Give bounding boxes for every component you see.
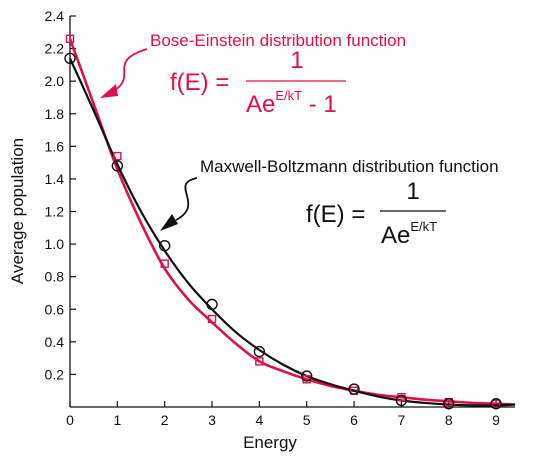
x-tick-label: 1 xyxy=(113,412,121,428)
y-tick-label: 1.8 xyxy=(45,106,65,122)
y-tick-label: 1.2 xyxy=(45,204,65,220)
x-axis-ticks: 0 1 2 3 4 5 6 7 8 9 xyxy=(66,401,500,428)
y-tick-label: 0.6 xyxy=(45,301,65,317)
x-tick-label: 6 xyxy=(350,412,358,428)
series-layer xyxy=(64,34,516,410)
y-tick-label: 2.0 xyxy=(45,73,65,89)
bose-einstein-arrowhead xyxy=(100,84,118,98)
bose-einstein-point xyxy=(255,357,264,366)
maxwell-formula-denominator: AeE/kT xyxy=(381,219,437,249)
bose-einstein-annotation: Bose-Einstein distribution function f(E)… xyxy=(100,31,406,118)
bose-einstein-point xyxy=(113,151,122,161)
bose-einstein-arrow xyxy=(111,48,148,93)
maxwell-boltzmann-point xyxy=(301,370,313,382)
y-tick-label: 2.2 xyxy=(45,41,65,57)
y-axis-title: Average population xyxy=(8,138,27,284)
maxwell-boltzmann-point xyxy=(206,298,218,311)
bose-einstein-point xyxy=(491,399,501,408)
x-tick-label: 4 xyxy=(255,412,263,428)
maxwell-boltzmann-point xyxy=(443,398,455,410)
bose-denominator-tail: - 1 xyxy=(302,91,337,118)
bose-denominator-exponent: E/kT xyxy=(275,88,302,103)
y-tick-label: 0.4 xyxy=(45,334,65,350)
maxwell-boltzmann-arrowhead xyxy=(160,214,178,231)
maxwell-boltzmann-point xyxy=(158,240,171,252)
y-tick-label: 1.6 xyxy=(45,138,65,154)
maxwell-boltzmann-point xyxy=(490,398,502,410)
y-tick-label: 1.4 xyxy=(45,171,65,187)
maxwell-boltzmann-point xyxy=(395,394,408,407)
y-tick-label: 0.2 xyxy=(45,366,65,382)
x-tick-label: 3 xyxy=(208,412,216,428)
maxwell-formula-numerator: 1 xyxy=(406,178,419,205)
x-tick-label: 8 xyxy=(445,412,453,428)
y-tick-label: 1.0 xyxy=(45,236,65,252)
y-tick-label: 0.8 xyxy=(45,269,65,285)
x-axis-title: Energy xyxy=(243,433,297,452)
bose-einstein-point xyxy=(65,34,75,44)
y-axis-ticks: 0.2 0.4 0.6 0.8 1.0 1.2 1.4 1.6 1.8 2.0 2.2 2.4 xyxy=(45,8,76,382)
maxwell-denominator-base: Ae xyxy=(381,222,410,249)
x-tick-label: 5 xyxy=(303,412,311,428)
maxwell-boltzmann-label: Maxwell-Boltzmann distribution function xyxy=(200,157,499,176)
bose-einstein-point xyxy=(160,259,169,268)
maxwell-boltzmann-arrow xyxy=(175,177,198,221)
y-tick-label: 2.4 xyxy=(45,8,65,24)
maxwell-boltzmann-point xyxy=(253,345,266,358)
bose-formula-numerator: 1 xyxy=(290,47,303,74)
maxwell-boltzmann-curve xyxy=(68,57,516,407)
x-tick-label: 9 xyxy=(492,412,500,428)
maxwell-formula-lhs: f(E) = xyxy=(306,201,365,228)
maxwell-boltzmann-annotation: Maxwell-Boltzmann distribution function … xyxy=(160,157,499,249)
maxwell-denominator-exponent: E/kT xyxy=(410,219,437,234)
maxwell-boltzmann-point xyxy=(348,383,360,395)
x-tick-label: 2 xyxy=(161,412,169,428)
bose-einstein-point xyxy=(207,314,217,324)
bose-einstein-label: Bose-Einstein distribution function xyxy=(150,31,406,50)
bose-formula-denominator: AeE/kT - 1 xyxy=(246,88,337,118)
bose-denominator-base: Ae xyxy=(246,91,275,118)
maxwell-boltzmann-point xyxy=(111,160,124,172)
x-tick-label: 7 xyxy=(397,412,405,428)
x-tick-label: 0 xyxy=(66,412,74,428)
maxwell-boltzmann-point xyxy=(64,52,76,65)
bose-formula-lhs: f(E) = xyxy=(170,69,229,96)
